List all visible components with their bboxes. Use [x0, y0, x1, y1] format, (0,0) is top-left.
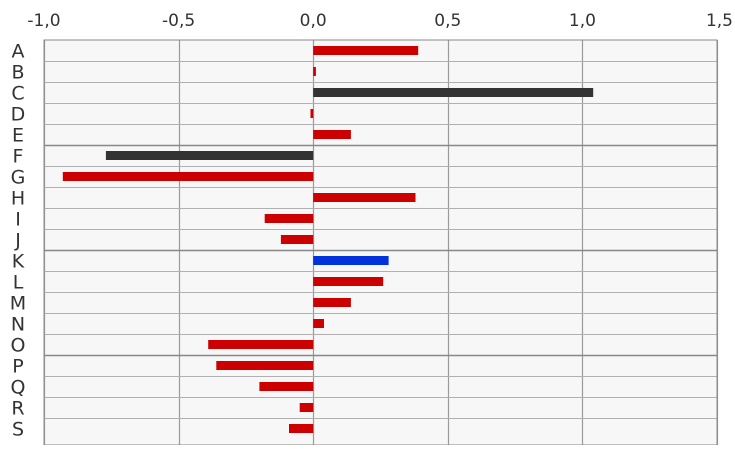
x-tick-label-0: -1,0	[27, 11, 60, 31]
category-label-M: M	[10, 293, 26, 315]
bar-L	[313, 277, 384, 286]
bar-M	[313, 298, 351, 307]
category-label-H: H	[11, 188, 25, 210]
category-label-C: C	[11, 83, 24, 105]
bar-O	[208, 340, 314, 349]
bar-E	[313, 130, 351, 139]
bar-F	[105, 151, 314, 160]
bar-K	[313, 256, 389, 265]
category-label-O: O	[11, 335, 26, 357]
x-tick-label-4: 1,0	[569, 11, 596, 31]
bar-S	[289, 424, 314, 433]
bar-B	[313, 67, 316, 76]
plot-background	[44, 40, 717, 445]
x-tick-label-5: 1,5	[706, 11, 733, 31]
bar-R	[299, 403, 314, 412]
bar-J	[280, 235, 314, 244]
bar-G	[62, 172, 314, 181]
bar-P	[216, 361, 314, 370]
bar-layer	[62, 46, 594, 433]
category-label-Q: Q	[11, 377, 26, 399]
category-label-I: I	[15, 209, 21, 231]
bar-H	[313, 193, 416, 202]
category-label-A: A	[12, 41, 25, 63]
bar-A	[313, 46, 419, 55]
category-label-N: N	[11, 314, 25, 336]
category-label-K: K	[12, 251, 25, 273]
x-tick-labels: -1,0 -0,5 0,0 0,5 1,0 1,5	[27, 11, 733, 31]
bar-N	[313, 319, 324, 328]
category-label-F: F	[13, 146, 24, 168]
category-label-B: B	[11, 62, 24, 84]
category-label-J: J	[14, 230, 21, 252]
category-label-R: R	[11, 398, 24, 420]
x-tick-label-2: 0,0	[300, 11, 327, 31]
category-label-P: P	[12, 356, 23, 378]
x-tick-label-3: 0,5	[434, 11, 461, 31]
bar-C	[313, 88, 594, 97]
bar-D	[310, 109, 314, 118]
x-tick-label-1: -0,5	[162, 11, 195, 31]
bar-Q	[259, 382, 314, 391]
bar-I	[264, 214, 314, 223]
category-label-D: D	[11, 104, 26, 126]
category-label-G: G	[11, 167, 26, 189]
category-label-E: E	[12, 125, 24, 147]
category-label-L: L	[13, 272, 24, 294]
category-label-S: S	[12, 419, 24, 441]
